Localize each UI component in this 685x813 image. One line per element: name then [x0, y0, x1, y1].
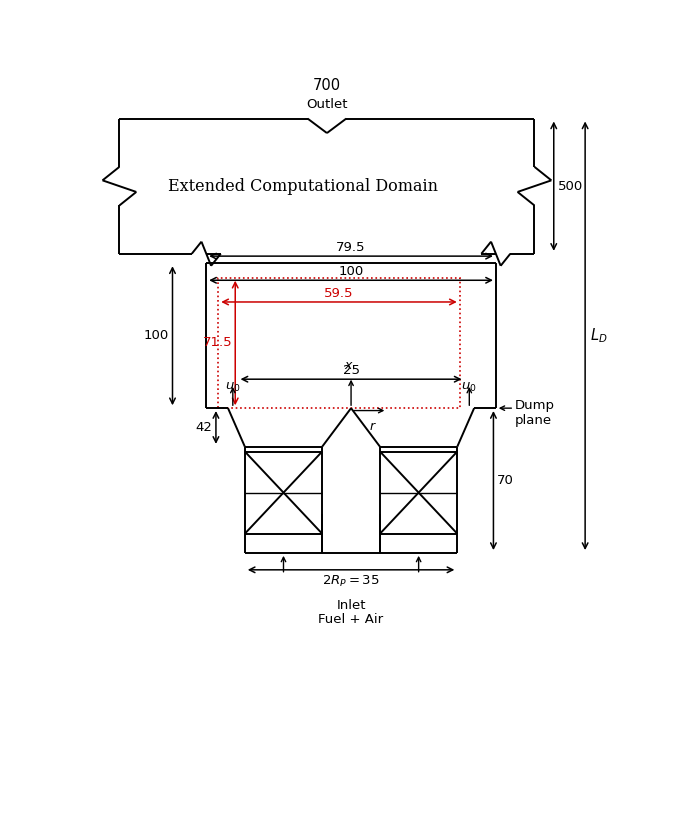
Text: 79.5: 79.5 — [336, 241, 366, 254]
Text: 71.5: 71.5 — [203, 337, 233, 350]
Text: 500: 500 — [558, 180, 583, 193]
Text: Dump
plane: Dump plane — [515, 399, 555, 427]
Text: 42: 42 — [195, 421, 212, 434]
Text: $2R_P = 35$: $2R_P = 35$ — [322, 574, 380, 589]
Text: 70: 70 — [497, 474, 514, 487]
Text: $r$: $r$ — [369, 420, 377, 433]
Text: $u_0$: $u_0$ — [225, 380, 240, 393]
Text: $u_0$: $u_0$ — [462, 380, 477, 393]
Text: Outlet: Outlet — [306, 98, 348, 111]
Text: 100: 100 — [143, 329, 169, 342]
Text: 100: 100 — [338, 265, 364, 278]
Text: 25: 25 — [342, 363, 360, 376]
Text: 700: 700 — [313, 78, 341, 93]
Text: $x$: $x$ — [344, 359, 353, 372]
Text: 59.5: 59.5 — [324, 286, 353, 299]
Text: Fuel + Air: Fuel + Air — [319, 613, 384, 626]
Text: Inlet: Inlet — [336, 599, 366, 612]
Text: Extended Computational Domain: Extended Computational Domain — [168, 178, 438, 194]
Bar — [219, 278, 460, 408]
Text: $L_D$: $L_D$ — [590, 326, 608, 345]
